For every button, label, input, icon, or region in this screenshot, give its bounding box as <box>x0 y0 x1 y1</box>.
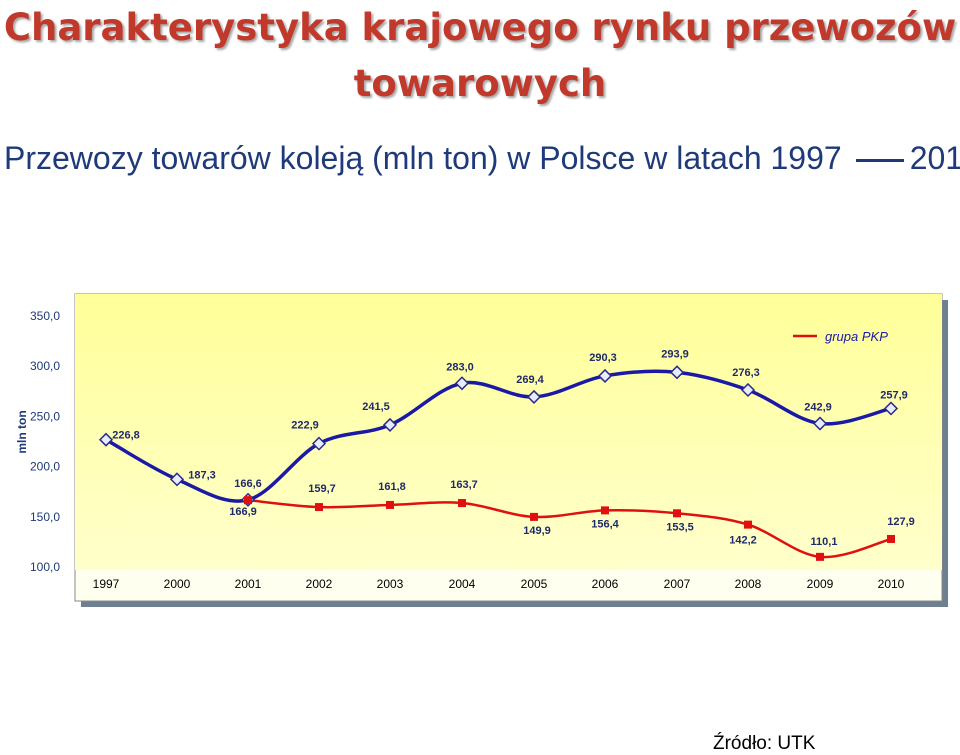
y-axis-label: mln ton <box>15 410 29 453</box>
x-tick-label: 2008 <box>735 577 762 591</box>
data-point <box>98 432 114 447</box>
x-tick-label: 2003 <box>377 577 404 591</box>
data-label: 159,7 <box>308 483 336 495</box>
y-tick-label: 150,0 <box>30 510 60 524</box>
data-label: 163,7 <box>450 479 478 491</box>
x-tick-label: 2000 <box>164 577 191 591</box>
data-label: 166,6 <box>234 478 262 490</box>
data-label: 257,9 <box>880 389 908 401</box>
data-point <box>386 500 394 509</box>
data-point <box>740 382 756 398</box>
series-line-0 <box>105 369 892 503</box>
x-tick-label: 2010 <box>878 577 905 591</box>
y-tick-label: 350,0 <box>30 309 60 323</box>
data-label: 110,1 <box>811 536 838 548</box>
slide-title: Charakterystyka krajowego rynku przewozó… <box>3 6 957 105</box>
data-label: 290,3 <box>589 352 617 364</box>
subtitle-text: Przewozy towarów koleją (mln ton) w Pols… <box>4 140 842 176</box>
data-label: 166,9 <box>229 506 257 518</box>
data-label: 161,8 <box>378 481 406 493</box>
data-label: 156,4 <box>591 518 619 530</box>
data-point <box>816 552 824 561</box>
data-point <box>458 499 466 508</box>
y-tick-label: 200,0 <box>30 460 60 474</box>
data-point <box>382 417 398 432</box>
data-label: 222,9 <box>291 420 319 432</box>
data-point <box>887 534 895 543</box>
x-tick-label: 2005 <box>521 577 548 591</box>
x-tick-label: 2004 <box>449 577 476 591</box>
series-line-1 <box>247 498 892 559</box>
subtitle-dash <box>855 159 904 163</box>
data-label: 283,0 <box>446 361 474 373</box>
data-label: 187,3 <box>188 469 216 481</box>
data-point <box>311 436 327 451</box>
x-tick-label: 2007 <box>664 577 691 591</box>
subtitle-end-year: 2010 <box>909 140 960 176</box>
data-point <box>883 401 899 416</box>
data-point <box>530 512 538 521</box>
chart-subtitle: Przewozy towarów koleją (mln ton) w Pols… <box>4 140 960 177</box>
data-label: 241,5 <box>362 401 390 413</box>
x-tick-label: 1997 <box>93 577 120 591</box>
data-point <box>669 365 685 380</box>
plot-area <box>75 294 942 570</box>
data-point <box>244 496 252 505</box>
x-tick-label: 2009 <box>807 577 834 591</box>
data-point <box>454 376 470 391</box>
data-point <box>315 503 323 512</box>
data-point <box>169 472 185 487</box>
data-point <box>597 368 613 383</box>
x-tick-label: 2002 <box>306 577 333 591</box>
legend-label-pkp: grupa PKP <box>825 329 888 344</box>
data-point <box>601 506 609 515</box>
data-point <box>744 520 752 529</box>
data-point <box>526 389 542 404</box>
data-label: 226,8 <box>112 430 140 442</box>
y-tick-label: 300,0 <box>30 359 60 373</box>
data-label: 242,9 <box>804 402 832 414</box>
data-label: 293,9 <box>661 348 689 360</box>
data-point <box>673 509 681 518</box>
data-label: 153,5 <box>666 521 694 533</box>
line-chart: 100,0 150,0 200,0 250,0 300,0 350,0 1997 2000 20… <box>15 293 948 607</box>
data-label: 142,2 <box>729 535 757 547</box>
data-label: 127,9 <box>887 516 915 528</box>
source-note: Źródło: UTK <box>713 733 816 754</box>
x-tick-label: 2001 <box>235 577 262 591</box>
data-label: 269,4 <box>516 374 544 386</box>
y-tick-label: 250,0 <box>30 409 60 423</box>
data-label: 149,9 <box>523 525 551 537</box>
y-tick-label: 100,0 <box>30 560 60 574</box>
data-point <box>812 416 828 431</box>
data-label: 276,3 <box>732 367 760 379</box>
x-tick-label: 2006 <box>592 577 619 591</box>
